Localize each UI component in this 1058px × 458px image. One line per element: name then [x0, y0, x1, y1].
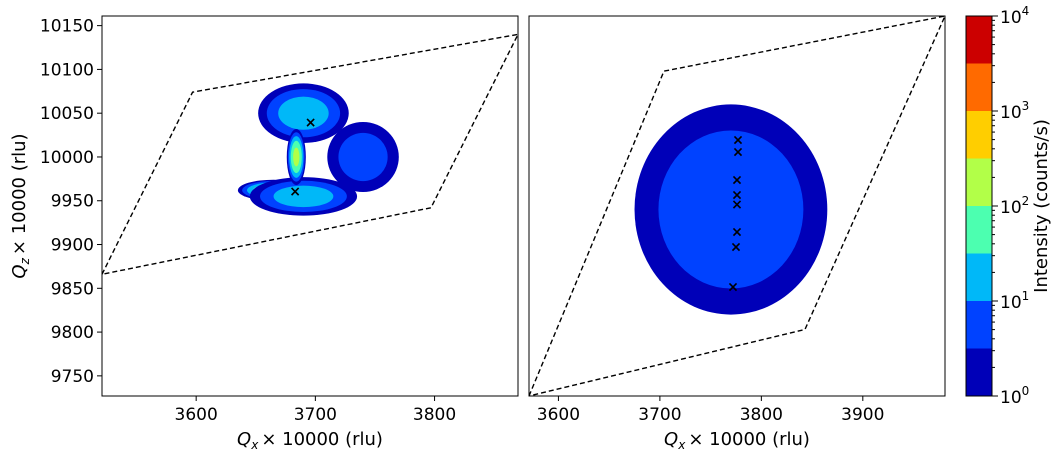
- peak-marker: ×: [732, 132, 744, 148]
- right-panel: ×××××××× 3600 3700 3800 3900 Qx × 10000 (rlu…: [528, 15, 946, 452]
- x-tick-label: 3600: [537, 405, 580, 425]
- right-boundary-polygon: [529, 16, 945, 396]
- y-tick-label: 10050: [40, 104, 94, 124]
- y-tick-label: 10150: [40, 17, 94, 37]
- left-heatmap: [237, 83, 399, 216]
- colorbar-segment: [966, 348, 992, 396]
- right-x-ticks: 3600 3700 3800 3900: [537, 396, 884, 425]
- x-tick-label: 3600: [175, 405, 218, 425]
- colorbar-segment: [966, 16, 992, 64]
- colorbar-segments: [966, 16, 992, 396]
- colorbar-tick-label: 103: [1000, 99, 1029, 123]
- peak-marker: ×: [305, 115, 317, 131]
- y-tick-label: 10100: [40, 60, 94, 80]
- colorbar-tick-label: 104: [1000, 4, 1029, 28]
- peak-marker: ×: [730, 239, 742, 255]
- colorbar-tick-label: 101: [1000, 289, 1029, 313]
- x-tick-label: 3800: [413, 405, 456, 425]
- colorbar-segment: [966, 301, 992, 349]
- y-tick-label: 9950: [51, 192, 94, 212]
- right-heatmap: [634, 104, 828, 315]
- left-peak-markers: ××: [289, 115, 316, 200]
- y-tick-label: 9900: [51, 236, 94, 256]
- peak-marker: ×: [731, 188, 743, 204]
- x-tick-label: 3700: [294, 405, 337, 425]
- y-tick-label: 9750: [51, 367, 94, 387]
- colorbar-segment: [966, 253, 992, 301]
- colorbar-segment: [966, 206, 992, 254]
- left-x-ticks: 3600 3700 3800: [175, 396, 456, 425]
- colorbar: 100 101 102 103 104 Intensity (counts/s): [965, 4, 1052, 408]
- peak-marker: ×: [731, 224, 743, 240]
- right-peak-markers: ××××××××: [727, 132, 744, 295]
- colorbar-segment: [966, 111, 992, 159]
- x-tick-label: 3700: [638, 405, 681, 425]
- right-x-axis-label: Qx × 10000 (rlu): [664, 429, 810, 452]
- x-tick-label: 3900: [841, 405, 884, 425]
- y-tick-label: 9850: [51, 279, 94, 299]
- y-tick-label: 9800: [51, 323, 94, 343]
- left-panel: ×× 3600 3700 3800 975098009850990099501000…: [9, 15, 519, 452]
- peak-marker: ×: [731, 173, 743, 189]
- colorbar-tick-label: 100: [1000, 384, 1029, 408]
- colorbar-ticks: 100 101 102 103 104: [992, 4, 1029, 408]
- left-y-axis-label: Qz× 10000 (rlu): [9, 133, 32, 278]
- x-tick-label: 3800: [740, 405, 783, 425]
- intensity-contour: [338, 132, 388, 182]
- left-x-axis-label: Qx × 10000 (rlu): [237, 429, 383, 452]
- peak-marker: ×: [731, 197, 743, 213]
- colorbar-segment: [966, 158, 992, 206]
- peak-marker: ×: [732, 145, 744, 161]
- intensity-contour: [658, 130, 804, 289]
- peak-marker: ×: [289, 184, 301, 200]
- intensity-contour: [293, 147, 300, 167]
- peak-marker: ×: [727, 280, 739, 296]
- colorbar-label: Intensity (counts/s): [1031, 119, 1052, 293]
- intensity-contour: [273, 185, 334, 208]
- colorbar-segment: [966, 63, 992, 111]
- y-tick-label: 10000: [40, 148, 94, 168]
- colorbar-tick-label: 102: [1000, 194, 1029, 218]
- left-y-ticks: 9750 9800 9850 9900 9950 10000 10050 10100 10150: [40, 17, 102, 387]
- intensity-contour: [278, 96, 329, 130]
